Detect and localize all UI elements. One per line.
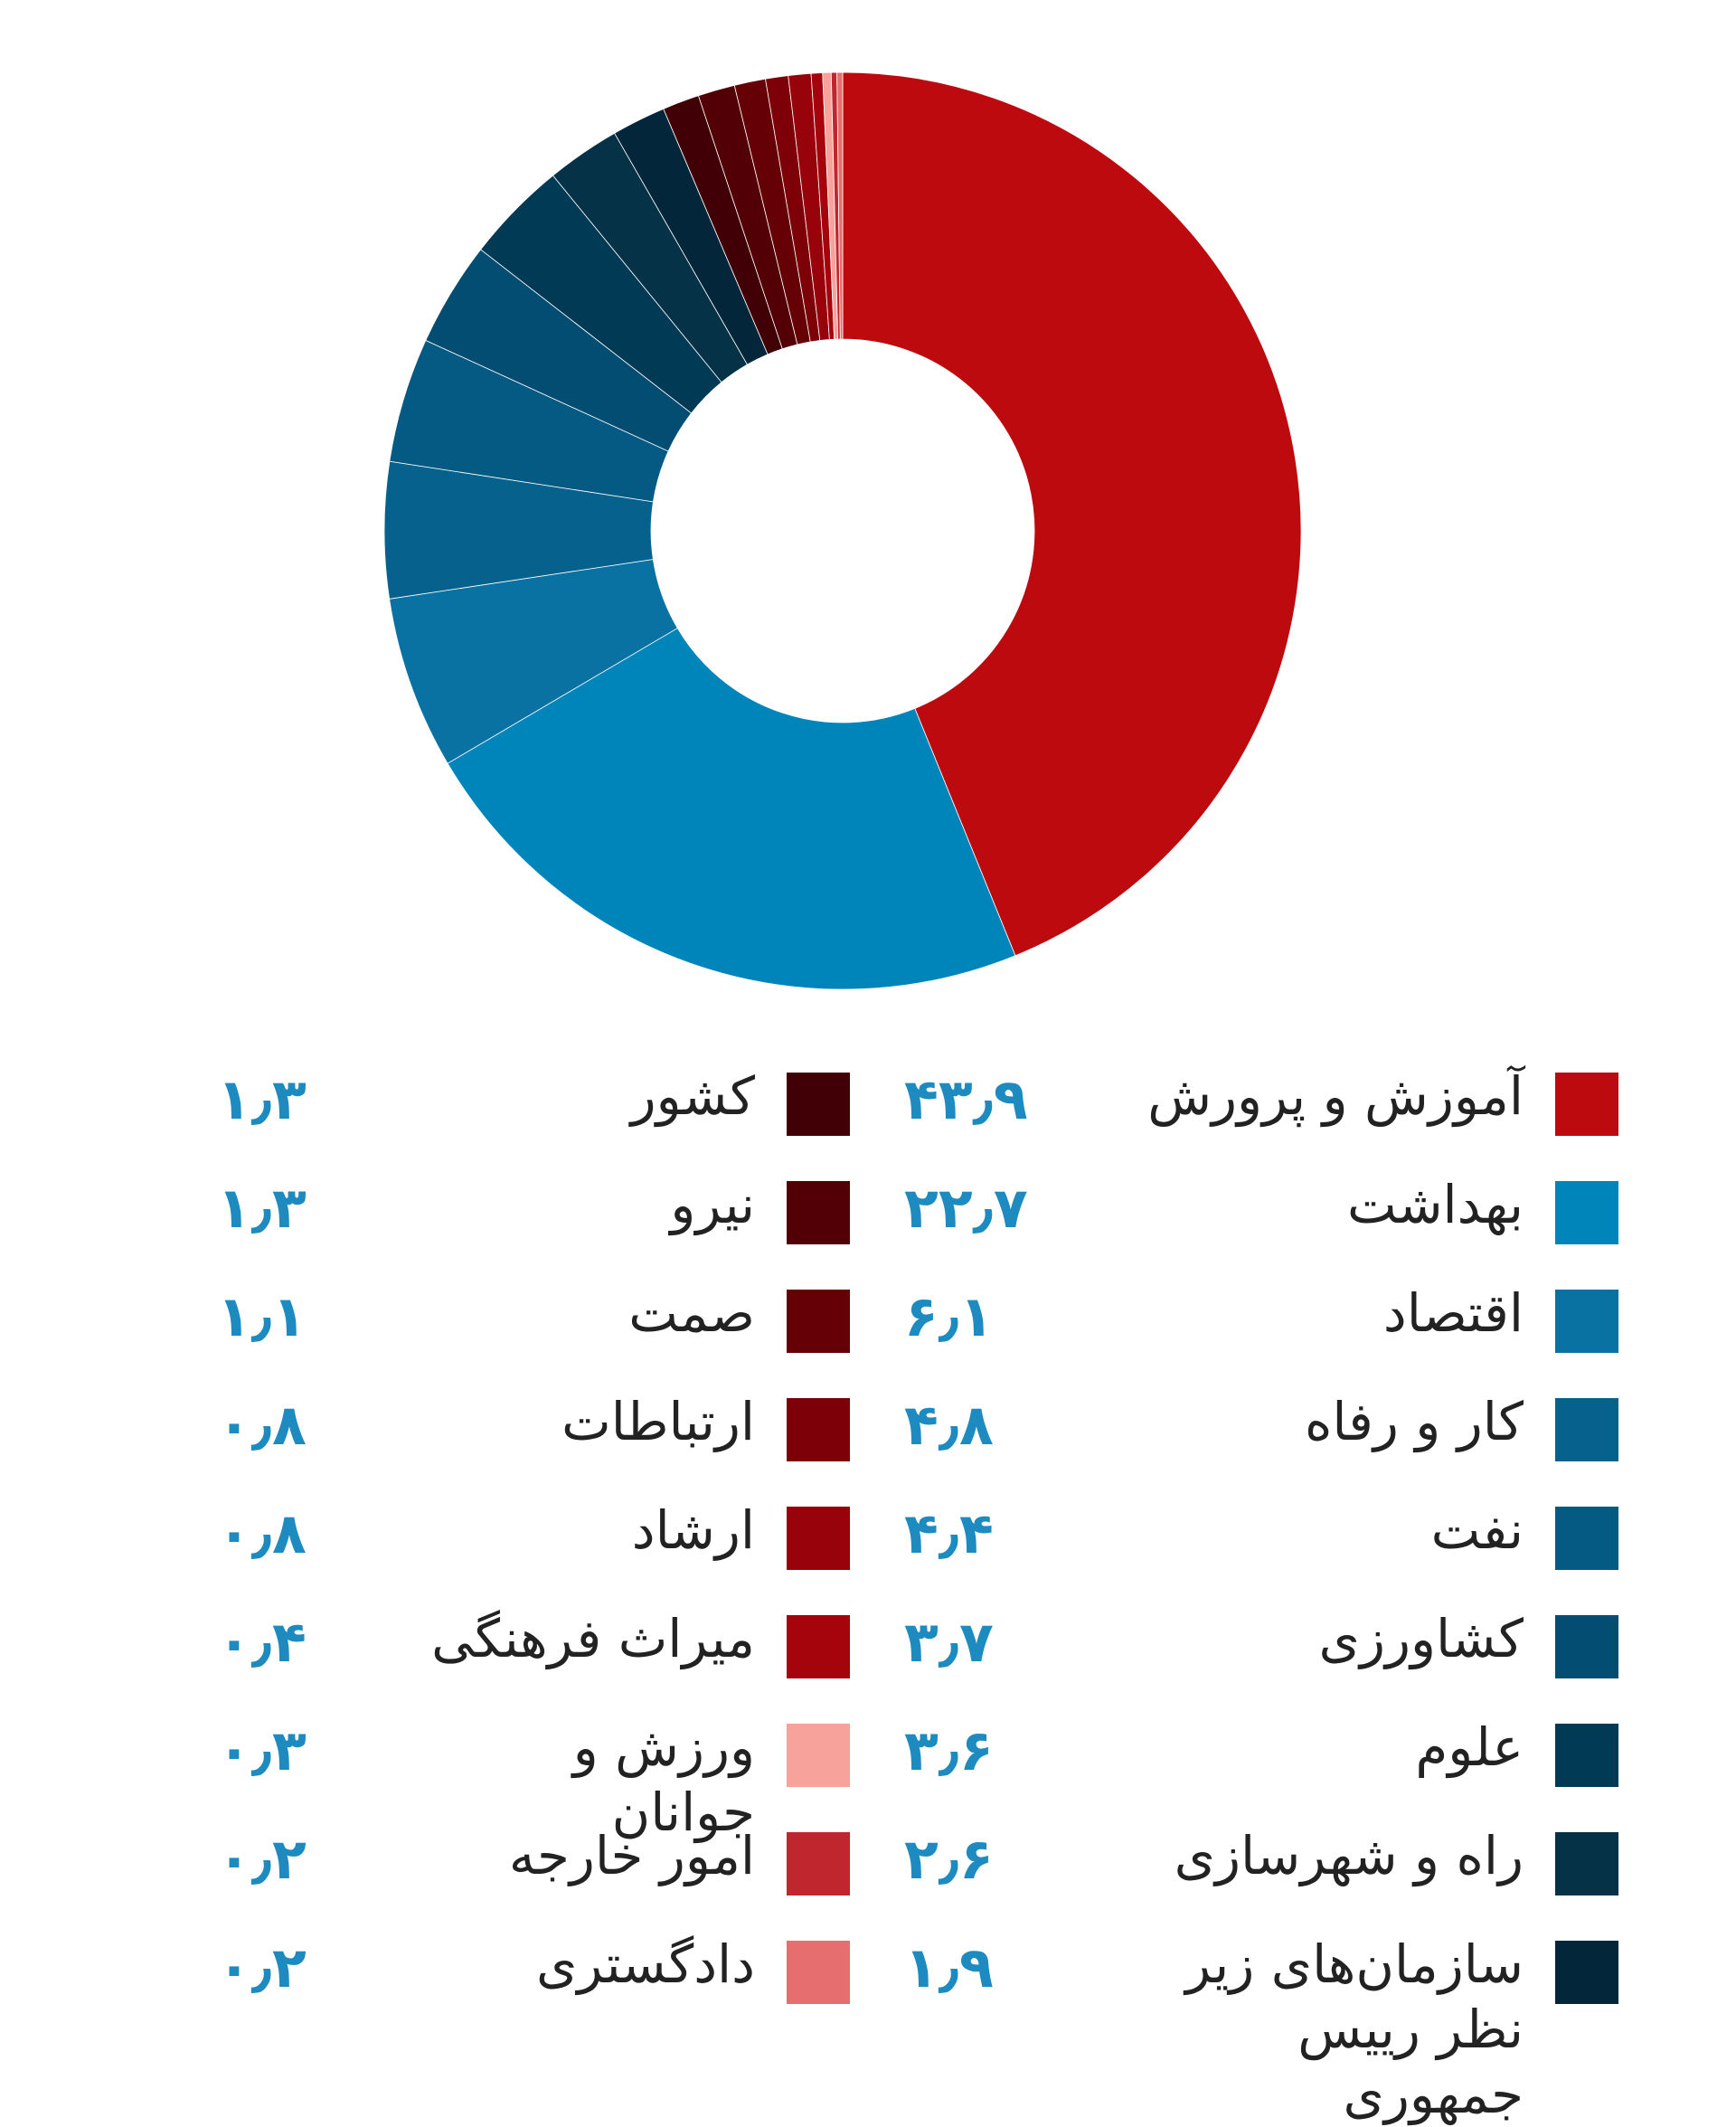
legend-swatch: [1555, 1290, 1618, 1353]
legend-value: ۴۳٫۹: [904, 1066, 1028, 1132]
donut-slice: [447, 627, 1016, 990]
legend-label: ارتباطات: [561, 1391, 755, 1452]
legend-label: صمت: [628, 1282, 755, 1344]
legend-item: ارشاد ۰٫۸: [217, 1498, 850, 1606]
legend-swatch: [787, 1290, 850, 1353]
legend-swatch: [1555, 1615, 1618, 1678]
legend-label: ورزش و جوانان: [572, 1716, 755, 1843]
legend-item: سازمان‌های زیر نظر رییس جمهوری ۱٫۹: [904, 1932, 1618, 2125]
legend-swatch: [787, 1832, 850, 1895]
legend-item: بهداشت ۲۲٫۷: [904, 1172, 1618, 1281]
legend-swatch: [787, 1724, 850, 1787]
legend-value: ۴٫۴: [904, 1500, 994, 1566]
legend-label: میراث فرهنگی: [431, 1608, 755, 1669]
legend-label: اقتصاد: [1382, 1282, 1524, 1344]
legend-item: ارتباطات ۰٫۸: [217, 1389, 850, 1498]
legend-item: اقتصاد ۶٫۱: [904, 1281, 1618, 1389]
legend-label: نفت: [1430, 1499, 1524, 1561]
legend-label: علوم: [1415, 1716, 1524, 1778]
legend-item: کشور ۱٫۳: [217, 1064, 850, 1172]
legend-label: کار و رفاه: [1305, 1391, 1524, 1452]
legend-swatch: [1555, 1398, 1618, 1461]
legend-value: ۶٫۱: [904, 1283, 994, 1349]
legend-value: ۴٫۸: [904, 1392, 994, 1458]
legend-item: راه و شهرسازی ۲٫۶: [904, 1823, 1618, 1932]
donut-slice: [842, 71, 1302, 957]
legend-swatch: [1555, 1507, 1618, 1570]
legend-swatch: [787, 1181, 850, 1244]
legend-value: ۲٫۶: [904, 1826, 994, 1892]
legend-swatch: [1555, 1181, 1618, 1244]
legend-label: کشور: [630, 1065, 755, 1127]
legend-item: دادگستری ۰٫۲: [217, 1932, 850, 2040]
legend-value: ۳٫۶: [904, 1717, 994, 1783]
legend-item: نفت ۴٫۴: [904, 1498, 1618, 1606]
legend-item: نیرو ۱٫۳: [217, 1172, 850, 1281]
legend-label: نیرو: [670, 1174, 755, 1235]
legend-left-column: کشور ۱٫۳ نیرو ۱٫۳ صمت ۱٫۱ ارتباطات ۰٫۸ ا…: [217, 1064, 850, 2040]
legend-item: کار و رفاه ۴٫۸: [904, 1389, 1618, 1498]
legend-label: کشاورزی: [1318, 1608, 1524, 1669]
legend-value: ۱٫۹: [904, 1934, 994, 2000]
legend-swatch: [787, 1398, 850, 1461]
legend-label: امور خارجه: [508, 1825, 755, 1886]
legend-value: ۰٫۲: [217, 1934, 307, 2000]
legend-swatch: [1555, 1724, 1618, 1787]
legend-value: ۳٫۷: [904, 1609, 994, 1675]
legend-value: ۱٫۱: [217, 1283, 307, 1349]
legend-value: ۲۲٫۷: [904, 1175, 1028, 1241]
legend-item: امور خارجه ۰٫۲: [217, 1823, 850, 1932]
legend-right-column: آموزش و پرورش ۴۳٫۹ بهداشت ۲۲٫۷ اقتصاد ۶٫…: [904, 1064, 1618, 2125]
legend-label: ارشاد: [631, 1499, 755, 1561]
legend-swatch: [787, 1073, 850, 1136]
legend-value: ۰٫۸: [217, 1500, 307, 1566]
donut-chart: [383, 71, 1302, 990]
legend-swatch: [787, 1507, 850, 1570]
legend-swatch: [1555, 1832, 1618, 1895]
donut-slice: [836, 71, 844, 340]
legend-item: کشاورزی ۳٫۷: [904, 1606, 1618, 1715]
legend-swatch: [787, 1941, 850, 2004]
legend-value: ۰٫۸: [217, 1392, 307, 1458]
legend-label: آموزش و پرورش: [1147, 1065, 1524, 1127]
legend-item: صمت ۱٫۱: [217, 1281, 850, 1389]
legend-item: ورزش و جوانان ۰٫۳: [217, 1715, 850, 1843]
legend-swatch: [1555, 1073, 1618, 1136]
legend-label: بهداشت: [1347, 1174, 1524, 1235]
legend-label: راه و شهرسازی: [1174, 1825, 1524, 1886]
legend-value: ۱٫۳: [217, 1066, 307, 1132]
legend-swatch: [1555, 1941, 1618, 2004]
legend-label: دادگستری: [535, 1933, 755, 1995]
legend-item: علوم ۳٫۶: [904, 1715, 1618, 1823]
legend-value: ۰٫۲: [217, 1826, 307, 1892]
legend-value: ۰٫۳: [217, 1717, 307, 1783]
legend-value: ۰٫۴: [217, 1609, 307, 1675]
legend-item: آموزش و پرورش ۴۳٫۹: [904, 1064, 1618, 1172]
legend-value: ۱٫۳: [217, 1175, 307, 1241]
legend-label: سازمان‌های زیر نظر رییس جمهوری: [1185, 1933, 1524, 2125]
legend-swatch: [787, 1615, 850, 1678]
legend-item: میراث فرهنگی ۰٫۴: [217, 1606, 850, 1715]
